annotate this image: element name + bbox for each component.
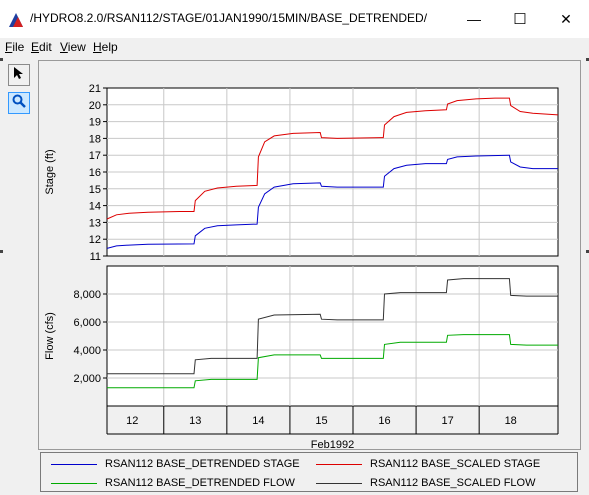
menu-edit[interactable]: Edit — [31, 40, 52, 54]
menu-help-label: elp — [101, 40, 118, 54]
x-tick-label: 14 — [252, 415, 264, 427]
close-icon: ✕ — [560, 10, 572, 27]
zoom-tool-button[interactable] — [8, 92, 30, 114]
menu-edit-label: dit — [39, 40, 52, 54]
toolbar — [4, 60, 32, 120]
resize-handle — [586, 58, 589, 61]
menu-bar: File Edit View Help — [0, 38, 589, 56]
y-axis-label: Flow (cfs) — [44, 312, 56, 360]
menu-edit-mnemonic: E — [31, 40, 40, 54]
y-tick-label: 12 — [89, 234, 101, 246]
menu-view-label: iew — [67, 40, 86, 54]
zoom-icon — [12, 94, 26, 113]
y-tick-label: 2,000 — [73, 373, 101, 385]
menu-view[interactable]: View — [60, 40, 86, 54]
legend-label: RSAN112 BASE_DETRENDED STAGE — [105, 458, 300, 470]
legend-item: RSAN112 BASE_DETRENDED FLOW — [51, 477, 295, 489]
app-icon — [8, 12, 24, 28]
resize-handle — [586, 250, 589, 253]
menu-file-label: ile — [12, 40, 25, 54]
y-axis-label: Stage (ft) — [44, 149, 56, 194]
y-tick-label: 14 — [89, 201, 101, 213]
series-line — [106, 154, 558, 249]
legend-label: RSAN112 BASE_SCALED STAGE — [370, 458, 541, 470]
y-tick-label: 16 — [89, 167, 101, 179]
legend-item: RSAN112 BASE_SCALED FLOW — [316, 477, 535, 489]
y-tick-label: 11 — [90, 251, 101, 263]
legend-swatch — [51, 463, 97, 465]
y-tick-label: 20 — [89, 100, 101, 112]
x-tick-label: 18 — [505, 415, 517, 427]
minimize-button[interactable]: — — [451, 0, 497, 38]
legend-swatch — [316, 482, 362, 484]
y-tick-label: 15 — [89, 184, 101, 196]
x-tick-label: 13 — [189, 415, 201, 427]
menu-file[interactable]: File — [5, 40, 24, 54]
series-line — [106, 97, 559, 220]
y-tick-label: 18 — [89, 133, 101, 145]
y-tick-label: 8,000 — [73, 289, 101, 301]
legend-label: RSAN112 BASE_SCALED FLOW — [370, 477, 536, 489]
resize-handle — [0, 58, 3, 61]
y-tick-label: 21 — [89, 83, 101, 95]
legend-item: RSAN112 BASE_SCALED STAGE — [316, 458, 540, 470]
plot-panel[interactable]: 11 12 13 14 15 16 17 18 19 20 21 Stage (ft) 2,000 4,0… — [38, 60, 581, 451]
menu-help-mnemonic: H — [93, 40, 102, 54]
y-tick-label: 4,000 — [73, 345, 101, 357]
title-bar: /HYDRO8.2.0/RSAN112/STAGE/01JAN1990/15MI… — [0, 0, 589, 38]
menu-file-mnemonic: F — [5, 40, 13, 54]
y-tick-label: 13 — [89, 217, 101, 229]
series-line — [107, 278, 558, 375]
y-tick-label: 6,000 — [73, 317, 101, 329]
maximize-button[interactable]: ☐ — [497, 0, 543, 38]
x-tick-label: 15 — [315, 415, 327, 427]
legend: RSAN112 BASE_DETRENDED STAGE RSAN112 BAS… — [40, 452, 578, 492]
plot-frame — [106, 265, 559, 407]
y-tick-label: 19 — [89, 117, 101, 129]
legend-swatch — [316, 463, 362, 465]
x-tick-label: 17 — [441, 415, 453, 427]
legend-swatch — [51, 482, 97, 484]
legend-item: RSAN112 BASE_DETRENDED STAGE — [51, 458, 300, 470]
minimize-icon: — — [467, 11, 481, 27]
pointer-tool-button[interactable] — [8, 64, 30, 86]
pointer-icon — [13, 66, 25, 85]
chart-canvas[interactable]: 11 12 13 14 15 16 17 18 19 20 21 Stage (ft) 2,000 4,0… — [39, 61, 580, 451]
y-tick-label: 17 — [89, 150, 101, 162]
x-axis-label: Feb1992 — [311, 439, 354, 449]
menu-help[interactable]: Help — [93, 40, 118, 54]
x-tick-label: 12 — [126, 415, 138, 427]
maximize-icon: ☐ — [513, 11, 527, 28]
legend-label: RSAN112 BASE_DETRENDED FLOW — [105, 477, 295, 489]
series-line — [107, 334, 558, 389]
resize-handle — [0, 250, 3, 253]
close-button[interactable]: ✕ — [543, 0, 589, 38]
x-tick-label: 16 — [378, 415, 390, 427]
menu-view-mnemonic: V — [60, 40, 68, 54]
window-title: /HYDRO8.2.0/RSAN112/STAGE/01JAN1990/15MI… — [30, 11, 428, 25]
